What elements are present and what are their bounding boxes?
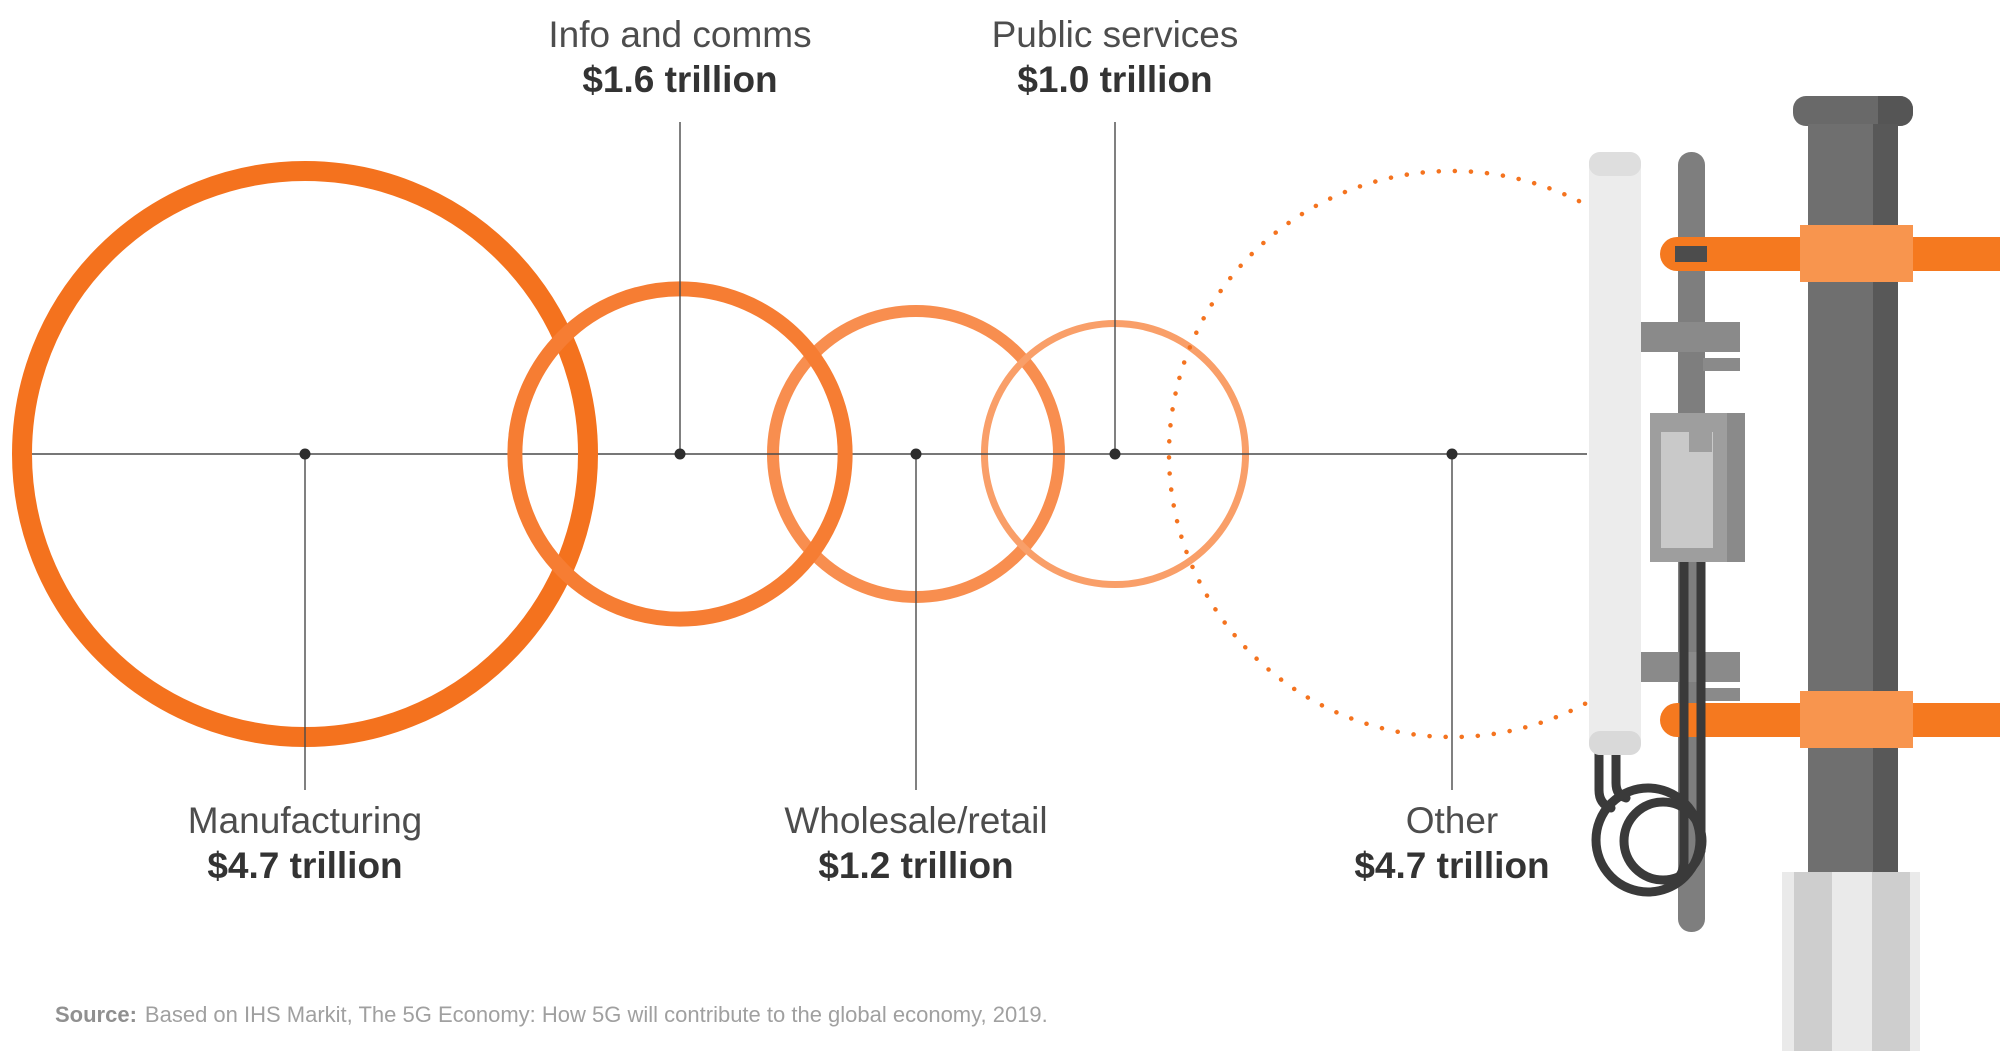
sector-value: $4.7 trillion — [207, 845, 403, 886]
sector-name: Other — [1405, 800, 1499, 841]
center-dot-wholesale-retail — [910, 448, 922, 460]
pole-base-stripe-right — [1872, 872, 1910, 1051]
bracket-arm-upper-tab — [1703, 358, 1740, 371]
center-dot-public-services — [1109, 448, 1121, 460]
center-dot-info-and-comms — [674, 448, 686, 460]
sector-name: Wholesale/retail — [784, 800, 1048, 841]
sector-name: Info and comms — [548, 14, 812, 55]
clamp-highlight-upper — [1800, 225, 1913, 282]
antenna-panel-bottom-cap — [1589, 731, 1641, 755]
center-dot-manufacturing — [299, 448, 311, 460]
sector-label-other: Other $4.7 trillion — [1354, 798, 1549, 888]
sector-name: Manufacturing — [187, 800, 423, 841]
sector-label-wholesale-retail: Wholesale/retail $1.2 trillion — [784, 798, 1047, 888]
antenna-illustration — [1589, 96, 2000, 1051]
chart-layers — [12, 122, 1589, 790]
antenna-panel — [1589, 152, 1641, 755]
sector-value: $4.7 trillion — [1354, 845, 1550, 886]
sector-value: $1.6 trillion — [582, 59, 778, 100]
cable-group — [1591, 551, 1707, 897]
center-dot-other — [1446, 448, 1458, 460]
arm-bracket-fastener — [1675, 246, 1707, 262]
sector-value: $1.2 trillion — [818, 845, 1014, 886]
source-note: Source: Based on IHS Markit, The 5G Econo… — [55, 1001, 1048, 1028]
sector-name: Public services — [991, 14, 1239, 55]
antenna-panel-top-cap — [1589, 152, 1641, 176]
sector-label-info-and-comms: Info and comms $1.6 trillion — [548, 12, 811, 102]
sector-label-manufacturing: Manufacturing $4.7 trillion — [188, 798, 422, 888]
source-prefix: Source: — [55, 1002, 137, 1027]
sector-label-public-services: Public services $1.0 trillion — [992, 12, 1239, 102]
pole-base-stripe-left — [1794, 872, 1832, 1051]
sector-value: $1.0 trillion — [1017, 59, 1213, 100]
layer-lines — [304, 122, 1453, 790]
bracket-arm-upper — [1637, 322, 1740, 352]
clamp-highlight-lower — [1800, 691, 1913, 748]
pole-cap-shade — [1878, 96, 1913, 126]
cable-from-box-left — [1669, 551, 1689, 886]
bracket-arm-lower-tab — [1703, 688, 1740, 701]
equipment-box-shade — [1727, 413, 1745, 562]
layer-dots — [299, 448, 1458, 460]
source-text: Based on IHS Markit, The 5G Economy: How… — [144, 1002, 1048, 1027]
equipment-box-notch — [1689, 432, 1712, 452]
